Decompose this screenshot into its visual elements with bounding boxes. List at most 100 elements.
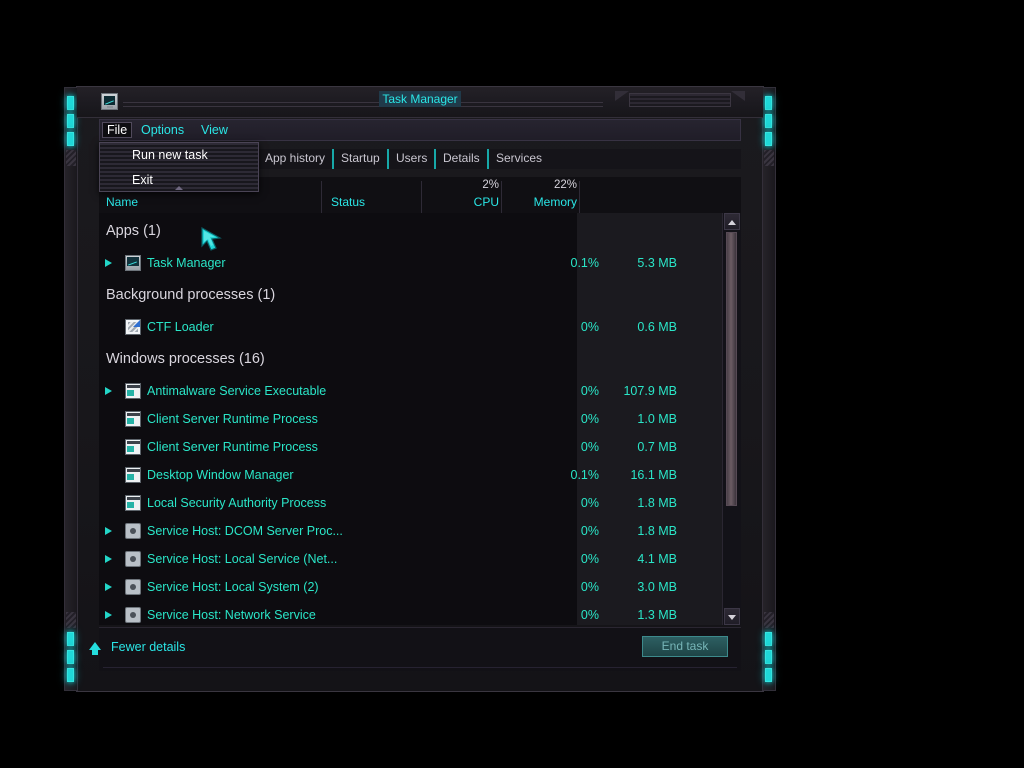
scrollbar-thumb[interactable] bbox=[726, 232, 737, 506]
menu-item-options[interactable]: Options bbox=[141, 123, 185, 137]
menu-scroll-indicator-icon bbox=[175, 186, 183, 190]
tab-label: Users bbox=[396, 151, 428, 165]
process-row[interactable]: CTF Loader 0% 0.6 MB bbox=[99, 313, 722, 341]
process-name: Client Server Runtime Process bbox=[147, 440, 318, 454]
menu-item-exit[interactable]: Exit bbox=[132, 173, 153, 187]
glow-segment-icon bbox=[765, 132, 772, 146]
window-icon bbox=[125, 439, 141, 455]
process-name: Local Security Authority Process bbox=[147, 496, 327, 510]
process-cpu: 0% bbox=[580, 496, 599, 510]
tab-services[interactable]: Services bbox=[487, 149, 549, 169]
process-name: Client Server Runtime Process bbox=[147, 412, 318, 426]
tab-details[interactable]: Details bbox=[434, 149, 487, 169]
glow-segment-icon bbox=[67, 96, 74, 110]
expand-arrow-icon[interactable] bbox=[105, 611, 112, 619]
process-group-label: Background processes (1) bbox=[106, 287, 276, 303]
menu-item-run-new-task[interactable]: Run new task bbox=[132, 148, 208, 162]
window-controls[interactable] bbox=[615, 91, 745, 111]
expand-arrow-icon[interactable] bbox=[105, 259, 112, 267]
frame-notch bbox=[764, 150, 774, 166]
process-memory: 107.9 MB bbox=[623, 384, 677, 398]
process-row[interactable]: Local Security Authority Process 0% 1.8 MB bbox=[99, 489, 722, 517]
process-name: CTF Loader bbox=[147, 320, 214, 334]
end-task-button[interactable]: End task bbox=[642, 636, 728, 657]
process-cpu: 0.1% bbox=[570, 256, 600, 270]
glow-segment-icon bbox=[67, 132, 74, 146]
process-list-scrollbar[interactable] bbox=[722, 213, 741, 625]
column-header-cpu[interactable]: CPU bbox=[473, 195, 499, 209]
process-memory: 4.1 MB bbox=[637, 552, 677, 566]
glow-segment-icon bbox=[67, 632, 74, 646]
frame-notch bbox=[66, 612, 76, 628]
column-divider[interactable] bbox=[321, 181, 322, 213]
process-cpu: 0% bbox=[580, 412, 599, 426]
window-frame-right-edge bbox=[762, 87, 776, 691]
glow-segment-icon bbox=[67, 114, 74, 128]
expand-arrow-icon[interactable] bbox=[105, 387, 112, 395]
process-row[interactable]: Client Server Runtime Process 0% 1.0 MB bbox=[99, 405, 722, 433]
process-memory: 0.7 MB bbox=[637, 440, 677, 454]
task-manager-icon bbox=[101, 93, 118, 110]
column-divider[interactable] bbox=[501, 181, 502, 213]
column-header-memory[interactable]: Memory bbox=[533, 195, 577, 209]
fewer-details-label: Fewer details bbox=[111, 640, 186, 654]
column-header-name[interactable]: Name bbox=[106, 195, 139, 209]
process-row[interactable]: Service Host: Network Service 0% 1.3 MB bbox=[99, 601, 722, 625]
process-cpu: 0% bbox=[580, 580, 599, 594]
process-memory: 1.0 MB bbox=[637, 412, 677, 426]
process-cpu: 0% bbox=[580, 440, 599, 454]
window-control-right-chevron-icon bbox=[731, 91, 745, 101]
monitor-icon bbox=[125, 255, 141, 271]
frame-notch bbox=[66, 150, 76, 166]
tab-app-history[interactable]: App history bbox=[256, 149, 332, 169]
column-divider[interactable] bbox=[579, 181, 580, 213]
process-row[interactable]: Antimalware Service Executable 0% 107.9 MB bbox=[99, 377, 722, 405]
window-icon bbox=[125, 467, 141, 483]
process-cpu: 0% bbox=[580, 384, 599, 398]
scroll-down-button[interactable] bbox=[724, 608, 740, 625]
process-data-background bbox=[99, 213, 577, 625]
process-row[interactable]: Service Host: Local Service (Net... 0% 4.1… bbox=[99, 545, 722, 573]
expand-arrow-icon[interactable] bbox=[105, 555, 112, 563]
column-divider[interactable] bbox=[421, 181, 422, 213]
tab-users[interactable]: Users bbox=[387, 149, 434, 169]
process-memory: 5.3 MB bbox=[637, 256, 677, 270]
expand-arrow-icon[interactable] bbox=[105, 583, 112, 591]
menu-item-view[interactable]: View bbox=[201, 123, 228, 137]
expand-arrow-icon[interactable] bbox=[105, 527, 112, 535]
process-name: Service Host: Network Service bbox=[147, 608, 316, 622]
process-name: Desktop Window Manager bbox=[147, 468, 294, 482]
process-group-header: Background processes (1) bbox=[99, 277, 722, 313]
pen-note-icon bbox=[125, 319, 141, 335]
process-row[interactable]: Service Host: DCOM Server Proc... 0% 1.8 M… bbox=[99, 517, 722, 545]
process-group-header: Windows processes (16) bbox=[99, 341, 722, 377]
process-row[interactable]: Service Host: Local System (2) 0% 3.0 MB bbox=[99, 573, 722, 601]
window-icon bbox=[125, 411, 141, 427]
process-cpu: 0% bbox=[580, 552, 599, 566]
process-list: Apps (1) Task Manager 0.1% 5.3 MB Background… bbox=[99, 213, 741, 625]
process-cpu: 0% bbox=[580, 320, 599, 334]
tab-label: Services bbox=[496, 151, 543, 165]
gear-icon bbox=[125, 551, 141, 567]
fewer-details-button[interactable]: Fewer details bbox=[89, 640, 186, 655]
menu-bar: File Options View bbox=[99, 119, 741, 141]
process-row[interactable]: Task Manager 0.1% 5.3 MB bbox=[99, 249, 722, 277]
tab-startup[interactable]: Startup bbox=[332, 149, 387, 169]
process-memory: 16.1 MB bbox=[630, 468, 677, 482]
glow-segment-icon bbox=[765, 114, 772, 128]
chevron-up-icon bbox=[728, 219, 736, 225]
scroll-up-button[interactable] bbox=[724, 213, 740, 230]
process-group-label: Apps (1) bbox=[106, 223, 161, 239]
process-row[interactable]: Desktop Window Manager 0.1% 16.1 MB bbox=[99, 461, 722, 489]
glow-segment-icon bbox=[67, 668, 74, 682]
process-group-header: Apps (1) bbox=[99, 213, 722, 249]
process-row[interactable]: Client Server Runtime Process 0% 0.7 MB bbox=[99, 433, 722, 461]
column-header-status[interactable]: Status bbox=[331, 195, 366, 209]
title-bar[interactable]: Task Manager bbox=[77, 87, 763, 118]
tab-label: App history bbox=[265, 151, 326, 165]
window-control-vent-icon bbox=[629, 93, 731, 107]
gear-icon bbox=[125, 523, 141, 539]
menu-item-file[interactable]: File bbox=[102, 122, 133, 138]
window-icon bbox=[125, 495, 141, 511]
glow-segment-icon bbox=[765, 632, 772, 646]
